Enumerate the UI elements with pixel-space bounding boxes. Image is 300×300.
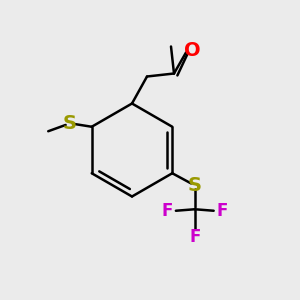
- Text: F: F: [189, 228, 200, 246]
- Text: S: S: [188, 176, 202, 195]
- Text: O: O: [184, 41, 201, 61]
- Text: F: F: [161, 202, 172, 220]
- Text: F: F: [217, 202, 228, 220]
- Text: S: S: [62, 114, 76, 133]
